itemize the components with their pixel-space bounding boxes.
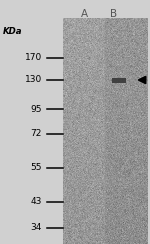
Text: A: A: [81, 9, 88, 19]
Text: 34: 34: [31, 224, 42, 233]
Text: 130: 130: [25, 75, 42, 84]
Text: 43: 43: [31, 197, 42, 206]
Bar: [112, 78, 126, 82]
Text: 170: 170: [25, 53, 42, 62]
Text: 72: 72: [31, 130, 42, 139]
Text: 55: 55: [30, 163, 42, 173]
Text: KDa: KDa: [3, 28, 23, 37]
Text: 95: 95: [30, 104, 42, 113]
Text: B: B: [110, 9, 117, 19]
